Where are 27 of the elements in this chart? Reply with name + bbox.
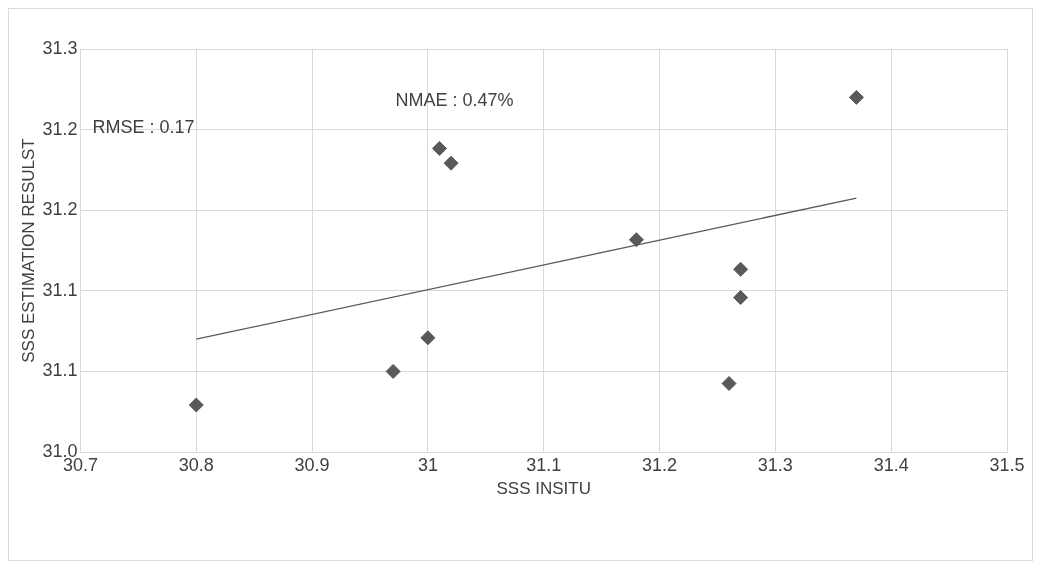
x-tick-label: 31 bbox=[417, 454, 438, 475]
annotation: NMAE : 0.47% bbox=[395, 90, 514, 111]
point bbox=[431, 140, 447, 156]
point bbox=[733, 261, 749, 277]
y-axis-title: SSS ESTIMATION RESULST bbox=[18, 138, 38, 363]
point bbox=[848, 89, 864, 105]
x-tick-label: 30.9 bbox=[294, 454, 330, 475]
x-axis-title: SSS INSITU bbox=[496, 479, 591, 499]
y-tick-label: 31.3 bbox=[42, 37, 78, 58]
x-tick-label: 31.2 bbox=[642, 454, 678, 475]
point bbox=[733, 290, 749, 306]
point bbox=[443, 155, 459, 171]
y-tick-label: 31.2 bbox=[42, 199, 78, 220]
y-tick-label: 31.2 bbox=[42, 118, 78, 139]
y-tick-label: 31.1 bbox=[42, 279, 78, 300]
x-tick-label: 31.1 bbox=[526, 454, 562, 475]
annotation: RMSE : 0.17 bbox=[92, 116, 195, 137]
point bbox=[721, 375, 737, 391]
x-tick-label: 31.3 bbox=[757, 454, 793, 475]
x-tick-label: 30.8 bbox=[178, 454, 214, 475]
point bbox=[188, 397, 204, 413]
x-tick-label: 31.5 bbox=[989, 454, 1025, 475]
point bbox=[385, 363, 401, 379]
y-tick-label: 31.1 bbox=[42, 360, 78, 381]
x-tick-label: 31.4 bbox=[873, 454, 909, 475]
point bbox=[628, 232, 644, 248]
point bbox=[420, 330, 436, 346]
